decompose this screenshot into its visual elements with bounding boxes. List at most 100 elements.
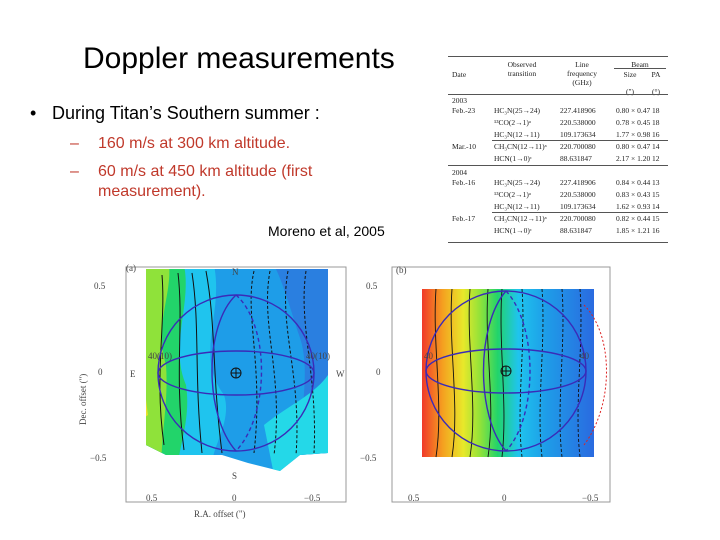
table-cell-transition: HCN(1→0)ᶜ [494, 226, 532, 235]
table-cell-transition: HC₃N(25→24) [494, 106, 540, 115]
table-cell-date: Mar.-10 [452, 142, 476, 151]
map-a-ytick: −0.5 [90, 453, 107, 463]
sub-bullet-dash: – [70, 135, 79, 152]
table-cell-size: 0.82 × 0.44 [616, 214, 651, 223]
map-a-field-yellow [146, 295, 148, 425]
table-cell-size: 0.78 × 0.45 [616, 118, 651, 127]
map-b-ytick: 0.5 [366, 281, 378, 291]
map-a-east: E [130, 369, 136, 379]
map-b-xtick: −0.5 [582, 493, 599, 503]
sub-bullet-2: – 60 m/s at 450 km altitude (first [70, 163, 312, 181]
map-a-north: N [232, 267, 239, 277]
map-b-titan-disk [425, 290, 587, 452]
table-year: 2004 [452, 168, 467, 177]
table-cell-transition: CH₃CN(12→11)ᵃ [494, 142, 547, 151]
table-rule [448, 165, 668, 166]
map-b-ytick: 0 [376, 367, 381, 377]
table-cell-size: 1.77 × 0.98 [616, 130, 651, 139]
map-a-xtick: 0 [232, 493, 237, 503]
table-cell-transition: HC₃N(25→24) [494, 178, 540, 187]
header-frequency: Line frequency (GHz) [558, 60, 606, 87]
table-cell-freq: 220.538000 [560, 190, 596, 199]
table-cell-date: Feb.-16 [452, 178, 476, 187]
map-a-panel-label: (a) [126, 263, 136, 273]
citation: Moreno et al, 2005 [268, 223, 385, 239]
table-cell-pa: 13 [652, 178, 660, 187]
table-year: 2003 [452, 96, 467, 105]
table-cell-pa: 16 [652, 226, 660, 235]
table-cell-transition: HCN(1→0)ᶜ [494, 154, 532, 163]
map-a-left-value: 40(10) [148, 351, 172, 361]
table-cell-pa: 16 [652, 130, 660, 139]
map-b-left-value: 40 [424, 351, 434, 361]
table-cell-freq: 227.418906 [560, 178, 596, 187]
table-cell-transition: CH₃CN(12→11)ᵃ [494, 214, 547, 223]
map-a-xlabel: R.A. offset (") [194, 509, 246, 519]
sub-bullet-text: 160 m/s at 300 km altitude. [98, 135, 291, 152]
header-size-unit: (") [625, 87, 635, 96]
map-b-frame [391, 266, 611, 503]
map-b-contours [434, 288, 582, 458]
table-cell-freq: 220.538000 [560, 118, 596, 127]
map-a-right-value: 40(10) [306, 351, 330, 361]
observations-table: Date Observed transition Line frequency … [448, 56, 668, 244]
header-date: Date [452, 70, 467, 79]
table-cell-transition: ¹³CO(2→1)ᵃ [494, 190, 531, 199]
table-cell-size: 1.62 × 0.93 [616, 202, 651, 211]
table-cell-freq: 227.418906 [560, 106, 596, 115]
bullet-symbol: • [30, 103, 37, 123]
table-cell-pa: 14 [652, 202, 660, 211]
table-rule [492, 212, 668, 213]
table-cell-freq: 220.700080 [560, 142, 596, 151]
map-a-west: W [336, 369, 345, 379]
map-b-right-value: 40 [580, 351, 590, 361]
map-a-xtick: 0.5 [146, 493, 158, 503]
table-cell-size: 1.85 × 1.21 [616, 226, 651, 235]
table-cell-size: 0.80 × 0.47 [616, 106, 651, 115]
sub-bullet-1: – 160 m/s at 300 km altitude. [70, 135, 290, 153]
table-cell-freq: 109.173634 [560, 130, 596, 139]
table-cell-date: Feb.-17 [452, 214, 476, 223]
map-b-ytick: −0.5 [360, 453, 377, 463]
header-pa: PA [646, 70, 666, 79]
table-rule [448, 94, 668, 95]
header-transition-line2: transition [507, 69, 537, 78]
table-cell-transition: HC₃N(12→11) [494, 130, 540, 139]
map-a-south: S [232, 471, 237, 481]
table-cell-size: 2.17 × 1.20 [616, 154, 651, 163]
map-a-field-lime [146, 269, 170, 471]
table-rule [614, 68, 666, 69]
doppler-map-b: (b) 0.5 0 −0.5 0.5 0 −0.5 40 40 [360, 265, 611, 503]
map-a-field-cyan-lower [264, 375, 328, 471]
table-rule [448, 56, 668, 57]
slide-title: Doppler measurements [83, 42, 395, 75]
table-rule [448, 242, 668, 243]
table-cell-freq: 220.700080 [560, 214, 596, 223]
table-cell-freq: 88.631847 [560, 226, 592, 235]
table-cell-pa: 18 [652, 118, 660, 127]
table-cell-date: Feb.-23 [452, 106, 476, 115]
header-transition-line1: Observed [507, 60, 537, 69]
header-frequency-line2: frequency [567, 69, 597, 78]
map-b-xtick: 0 [502, 493, 507, 503]
table-cell-freq: 88.631847 [560, 154, 592, 163]
table-rule [492, 140, 668, 141]
sub-bullet-text: 60 m/s at 450 km altitude (first [98, 163, 313, 180]
header-frequency-line1: Line [575, 60, 589, 69]
map-a-ylabel: Dec. offset (") [78, 374, 88, 425]
table-cell-pa: 14 [652, 142, 660, 151]
table-cell-transition: ¹³CO(2→1)ᵃ [494, 118, 531, 127]
header-transition: Observed transition [494, 60, 550, 78]
header-frequency-unit: (GHz) [572, 78, 592, 87]
map-b-panel-label: (b) [396, 265, 407, 275]
doppler-map-a: (a) 0.5 0 −0.5 0.5 0 −0.5 Dec. offset ("… [78, 263, 347, 519]
table-cell-freq: 109.173634 [560, 202, 596, 211]
map-b-field [422, 289, 594, 457]
table-cell-size: 0.84 × 0.44 [616, 178, 651, 187]
table-cell-transition: HC₃N(12→11) [494, 202, 540, 211]
map-a-titan-disk [157, 294, 315, 452]
table-cell-pa: 12 [652, 154, 660, 163]
sub-bullet-2-continued: measurement). [98, 183, 206, 200]
map-a-frame [125, 266, 347, 503]
bullet-text: During Titan’s Southern summer : [52, 103, 320, 123]
